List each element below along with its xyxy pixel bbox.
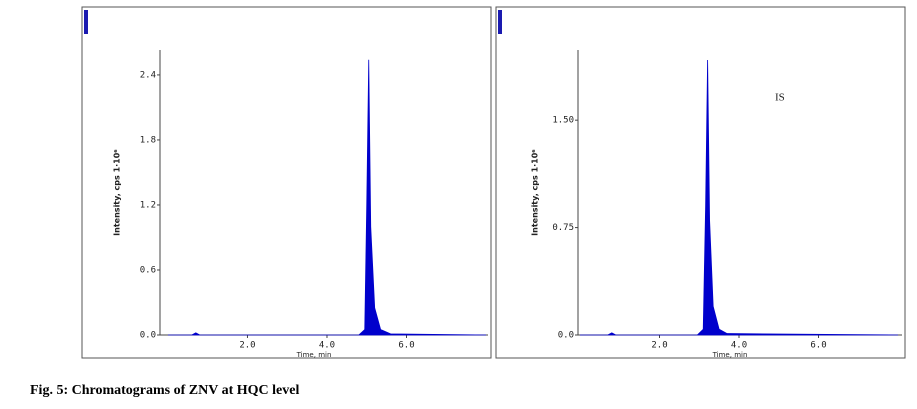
x-tick-label: 6.0 [398,341,414,351]
peak-area [579,60,899,336]
x-tick-label: 2.0 [651,341,667,351]
y-axis-title: Intensity, cps 1·10⁶ [531,149,540,236]
y-tick-label: 0.75 [552,223,574,233]
panel-frame [81,6,492,359]
y-axis-title: Intensity, cps 1·10⁶ [113,149,122,236]
caption: Fig. 5: Chromatograms of ZNV at HQC leve… [30,383,299,398]
panel-frame [495,6,906,359]
x-tick-label: 4.0 [319,341,335,351]
x-tick-label: 4.0 [731,341,747,351]
y-tick-label: 1.2 [140,200,156,210]
y-tick-label: 2.4 [140,70,156,80]
panel-marker [498,10,502,34]
x-axis-title: Time, min [712,351,748,359]
panel-marker [84,10,88,34]
y-tick-label: 0.6 [140,265,156,275]
annotation: IS [775,92,785,104]
x-axis-title: Time, min [296,351,332,359]
y-tick-label: 1.8 [140,135,156,145]
y-tick-label: 1.50 [552,116,574,126]
y-tick-label: 0.0 [140,331,156,341]
y-tick-label: 0.0 [558,331,574,341]
x-tick-label: 6.0 [810,341,826,351]
peak-area [167,59,487,336]
x-tick-label: 2.0 [239,341,255,351]
